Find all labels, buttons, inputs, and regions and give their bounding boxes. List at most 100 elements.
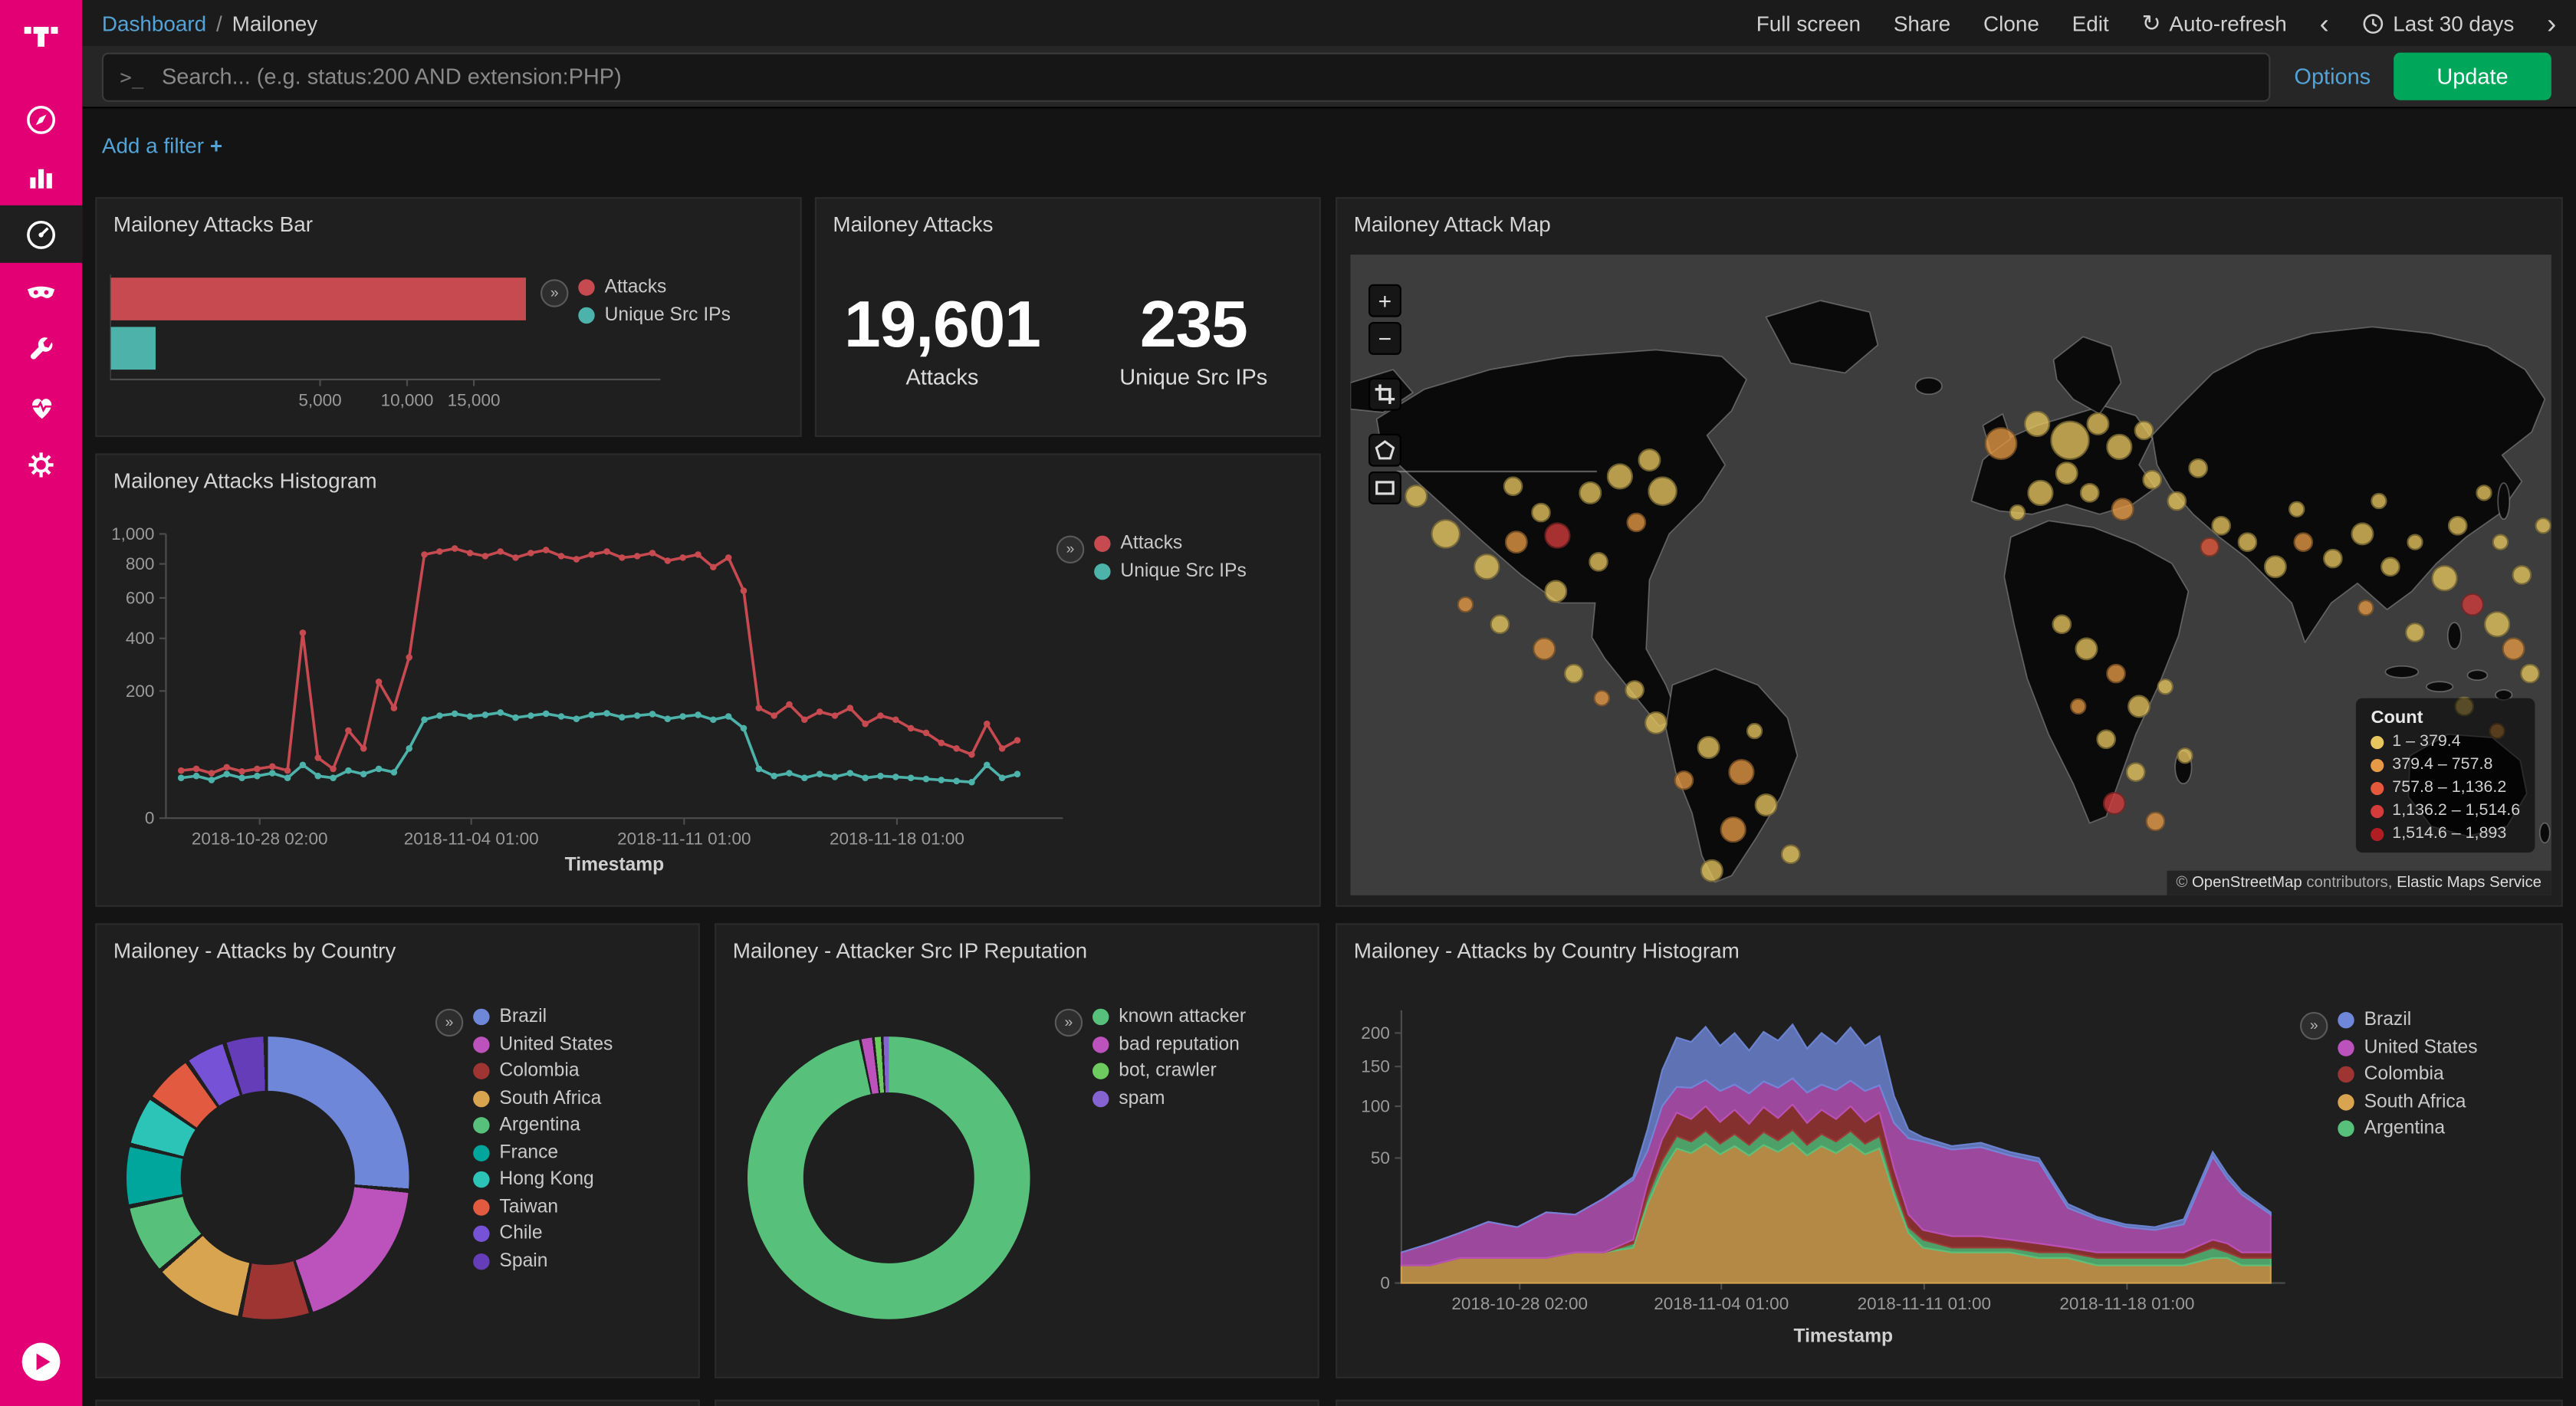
attack-location-dot[interactable] — [1626, 512, 1647, 533]
legend-item[interactable]: Hong Kong — [473, 1170, 613, 1189]
attack-location-dot[interactable] — [1579, 481, 1602, 504]
time-next-icon[interactable]: › — [2547, 7, 2557, 39]
attack-location-dot[interactable] — [2024, 410, 2051, 438]
attack-location-dot[interactable] — [2145, 811, 2166, 832]
reputation-donut-chart[interactable] — [748, 1036, 1030, 1319]
attack-location-dot[interactable] — [1544, 580, 1568, 603]
attack-location-dot[interactable] — [2288, 501, 2305, 518]
full-screen-button[interactable]: Full screen — [1756, 10, 1861, 36]
add-filter-link[interactable]: Add a filter + — [102, 133, 222, 158]
attack-location-dot[interactable] — [1720, 816, 1746, 843]
attack-location-dot[interactable] — [2200, 537, 2220, 557]
attack-location-dot[interactable] — [2502, 637, 2525, 661]
attack-location-dot[interactable] — [2263, 555, 2287, 579]
attack-location-dot[interactable] — [2535, 517, 2551, 534]
attack-location-dot[interactable] — [2157, 678, 2174, 695]
attack-location-dot[interactable] — [2050, 420, 2090, 461]
legend-item[interactable]: known attacker — [1092, 1007, 1246, 1027]
share-button[interactable]: Share — [1893, 10, 1951, 36]
attack-location-dot[interactable] — [1625, 680, 1645, 700]
breadcrumb-dashboard-link[interactable]: Dashboard — [101, 10, 207, 36]
legend-toggle-icon[interactable]: » — [1054, 1008, 1083, 1037]
attack-location-dot[interactable] — [2188, 458, 2209, 478]
legend-toggle-icon[interactable]: » — [540, 279, 569, 307]
attack-location-dot[interactable] — [2134, 420, 2154, 441]
legend-item[interactable]: United States — [473, 1034, 613, 1054]
attacks-histogram-chart[interactable]: 0 200 400 600 800 1,000 2018-10-28 02:00 2018-1… — [110, 521, 1145, 879]
legend-toggle-icon[interactable]: » — [435, 1008, 464, 1037]
legend-item[interactable]: bad reputation — [1092, 1034, 1246, 1054]
fit-bounds-button[interactable] — [1368, 377, 1401, 411]
attack-location-dot[interactable] — [1606, 463, 1634, 490]
attack-location-dot[interactable] — [2142, 469, 2163, 490]
attack-location-dot[interactable] — [2125, 762, 2146, 783]
attack-location-dot[interactable] — [1754, 793, 1778, 817]
attack-location-dot[interactable] — [2351, 522, 2374, 546]
legend-item[interactable]: Unique Src IPs — [578, 305, 731, 324]
legend-item[interactable]: Brazil — [2338, 1010, 2477, 1030]
attack-location-dot[interactable] — [2102, 791, 2126, 815]
attack-location-dot[interactable] — [2447, 515, 2468, 536]
legend-item[interactable]: Argentina — [2338, 1119, 2477, 1138]
attack-location-dot[interactable] — [1644, 711, 1668, 734]
attack-location-dot[interactable] — [1564, 663, 1584, 684]
legend-item[interactable]: Chile — [473, 1224, 613, 1243]
attack-location-dot[interactable] — [2086, 412, 2110, 435]
attack-location-dot[interactable] — [1533, 637, 1556, 661]
legend-item[interactable]: Attacks — [1094, 534, 1247, 554]
attack-location-dot[interactable] — [2293, 532, 2314, 553]
legend-item[interactable]: Attacks — [578, 278, 731, 297]
attack-location-dot[interactable] — [1544, 522, 1571, 549]
attack-location-dot[interactable] — [1674, 770, 1694, 790]
attack-location-dot[interactable] — [2070, 698, 2087, 715]
attack-location-dot[interactable] — [2177, 747, 2193, 764]
legend-item[interactable]: South Africa — [473, 1089, 613, 1108]
attack-location-dot[interactable] — [2358, 600, 2374, 616]
legend-item[interactable]: Colombia — [2338, 1065, 2477, 1084]
attack-location-dot[interactable] — [2167, 491, 2187, 511]
attack-location-dot[interactable] — [2009, 504, 2026, 521]
attack-location-dot[interactable] — [2323, 548, 2343, 569]
attack-location-dot[interactable] — [1984, 427, 2018, 461]
play-button[interactable] — [0, 1332, 82, 1390]
attack-location-dot[interactable] — [2096, 729, 2117, 750]
search-input[interactable] — [158, 62, 2253, 90]
attack-location-dot[interactable] — [2128, 695, 2151, 718]
legend-item[interactable]: Taiwan — [473, 1197, 613, 1217]
time-range-picker[interactable]: Last 30 days — [2362, 11, 2514, 35]
legend-item[interactable]: bot, crawler — [1092, 1061, 1246, 1081]
attack-location-dot[interactable] — [1746, 722, 1763, 740]
attack-location-dot[interactable] — [2380, 557, 2400, 577]
attack-location-dot[interactable] — [2052, 614, 2072, 635]
attack-location-dot[interactable] — [2405, 623, 2425, 642]
attack-location-dot[interactable] — [2492, 534, 2509, 550]
legend-item[interactable]: South Africa — [2338, 1092, 2477, 1112]
attack-location-dot[interactable] — [1474, 554, 1500, 580]
attack-location-dot[interactable] — [1457, 596, 1474, 613]
sidebar-item-management[interactable] — [0, 435, 82, 493]
attack-location-dot[interactable] — [2484, 611, 2511, 638]
attack-location-dot[interactable] — [2106, 433, 2133, 461]
legend-item[interactable]: Spain — [473, 1251, 613, 1271]
country-histogram-chart[interactable]: 0 50 100 150 200 2018-10-28 02:00 2018-11-04 0… — [1350, 997, 2342, 1351]
attack-location-dot[interactable] — [2111, 498, 2134, 521]
attack-location-dot[interactable] — [2211, 515, 2232, 536]
attack-location-dot[interactable] — [1503, 476, 1523, 497]
attack-location-dot[interactable] — [1697, 736, 1720, 760]
attack-location-dot[interactable] — [2371, 492, 2387, 510]
sidebar-item-dashboard[interactable] — [0, 205, 83, 263]
update-button[interactable]: Update — [2394, 52, 2551, 100]
legend-item[interactable]: Unique Src IPs — [1094, 561, 1247, 581]
attack-location-dot[interactable] — [2027, 479, 2054, 507]
legend-item[interactable]: Colombia — [473, 1061, 613, 1081]
attacks-bar-chart[interactable]: 5,000 10,000 15,000 — [109, 274, 751, 425]
attack-location-dot[interactable] — [1728, 759, 1755, 786]
sidebar-item-visualize[interactable] — [0, 148, 82, 205]
legend-item[interactable]: Argentina — [473, 1115, 613, 1135]
attack-location-dot[interactable] — [2106, 663, 2126, 684]
attack-location-dot[interactable] — [2476, 485, 2492, 501]
legend-item[interactable]: France — [473, 1142, 613, 1162]
sidebar-item-discover[interactable] — [0, 90, 82, 148]
ems-link[interactable]: Elastic Maps Service — [2397, 874, 2542, 892]
auto-refresh-button[interactable]: ↻ Auto-refresh — [2142, 9, 2287, 37]
